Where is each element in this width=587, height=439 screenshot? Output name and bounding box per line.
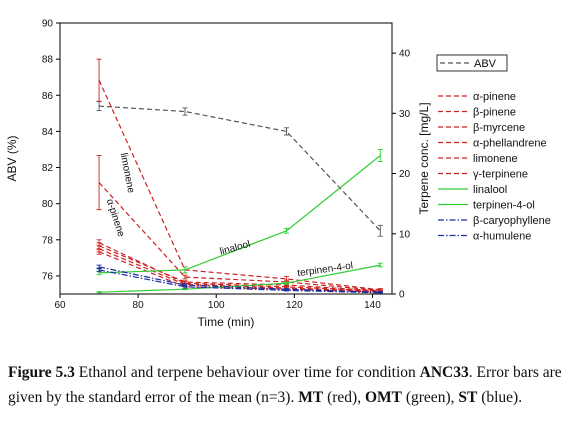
series-line: [98, 266, 381, 293]
y-right-tick-label: 40: [399, 49, 411, 60]
legend-label: α-phellandrene: [473, 138, 547, 150]
caption-figure-label: Figure 5.3: [8, 364, 75, 381]
y-left-tick-label: 76: [42, 271, 54, 282]
series-line: [98, 269, 381, 294]
caption-omt: OMT: [364, 389, 402, 406]
x-axis-label: Time (min): [198, 315, 255, 329]
legend-label: α-humulene: [473, 231, 531, 243]
series-line: [98, 248, 381, 293]
y-right-tick-label: 30: [399, 109, 411, 120]
y-left-axis-label: ABV (%): [5, 135, 19, 181]
legend-label: γ-terpinene: [473, 169, 528, 181]
caption-st: ST: [458, 389, 478, 406]
series-line: [98, 79, 381, 291]
series-line: [98, 251, 381, 293]
plot-layer: [96, 58, 383, 294]
x-tick-label: 60: [54, 300, 66, 311]
series-8: [96, 262, 383, 294]
x-tick-label: 140: [364, 300, 381, 311]
y-left-tick-label: 86: [42, 91, 54, 102]
caption-text-5: (blue).: [477, 389, 523, 406]
annotation-label: α-pinene: [104, 198, 127, 239]
legend-label: α-pinene: [473, 91, 516, 103]
legend-label: β-pinene: [473, 107, 516, 119]
annotation-label: linalool: [219, 239, 252, 258]
caption-condition: ANC33: [419, 364, 469, 381]
legend-abv-box: [436, 54, 508, 72]
caption-mt: MT: [298, 389, 324, 406]
series-line: [98, 245, 381, 292]
series-line: [99, 105, 381, 232]
y-left-tick-label: 82: [42, 163, 54, 174]
caption-text-1: Ethanol and terpene behaviour over time …: [74, 364, 420, 381]
y-left-tick-label: 84: [42, 127, 54, 138]
series-line: [98, 242, 381, 292]
series-7: [96, 149, 383, 276]
label-layer: limonene α-pinene linalool terpinen-4-ol: [104, 152, 354, 279]
x-tick-label: 100: [208, 300, 225, 311]
legend-label: β-myrcene: [473, 122, 525, 134]
y-left-tick-label: 88: [42, 55, 54, 66]
y-left-tick-label: 78: [42, 235, 54, 246]
series-line: [98, 182, 381, 291]
y-right-tick-label: 0: [399, 290, 405, 301]
legend-label: ABV: [474, 58, 497, 70]
series-line: [99, 155, 381, 274]
y-right-tick-label: 10: [399, 229, 411, 240]
legend-layer: ABV α-pinene β-pinene β-myrcene α-phellandre…: [436, 54, 551, 243]
chart-figure: 60 80 100 120 140 Time (min) 76 78 80 82 84 86 88 90 A…: [5, 19, 551, 330]
annotation-label: terpinen-4-ol: [297, 260, 354, 279]
series-5: [96, 58, 383, 292]
legend-label: linalool: [473, 184, 507, 196]
caption-text-3: (red),: [323, 389, 365, 406]
x-tick-label: 120: [286, 300, 303, 311]
caption-text-2: . Error bars are given by the standard e…: [8, 364, 562, 406]
plot-frame: [59, 22, 393, 295]
legend-label: β-caryophyllene: [473, 215, 551, 227]
y-left-tick-label: 80: [42, 199, 54, 210]
y-right-tick-label: 20: [399, 169, 411, 180]
caption-text-4: (green),: [401, 389, 459, 406]
series-10: [96, 267, 383, 294]
figure-caption: Figure 5.3 Ethanol and terpene behaviour…: [8, 360, 580, 410]
series-line: [99, 264, 381, 293]
y-right-axis-label: Terpene conc. [mg/L]: [417, 102, 431, 214]
x-tick-label: 80: [133, 300, 145, 311]
legend-label: terpinen-4-ol: [473, 200, 535, 212]
y-left-tick-label: 90: [42, 19, 54, 30]
annotation-label: limonene: [118, 152, 137, 194]
legend-label: limonene: [473, 153, 518, 165]
